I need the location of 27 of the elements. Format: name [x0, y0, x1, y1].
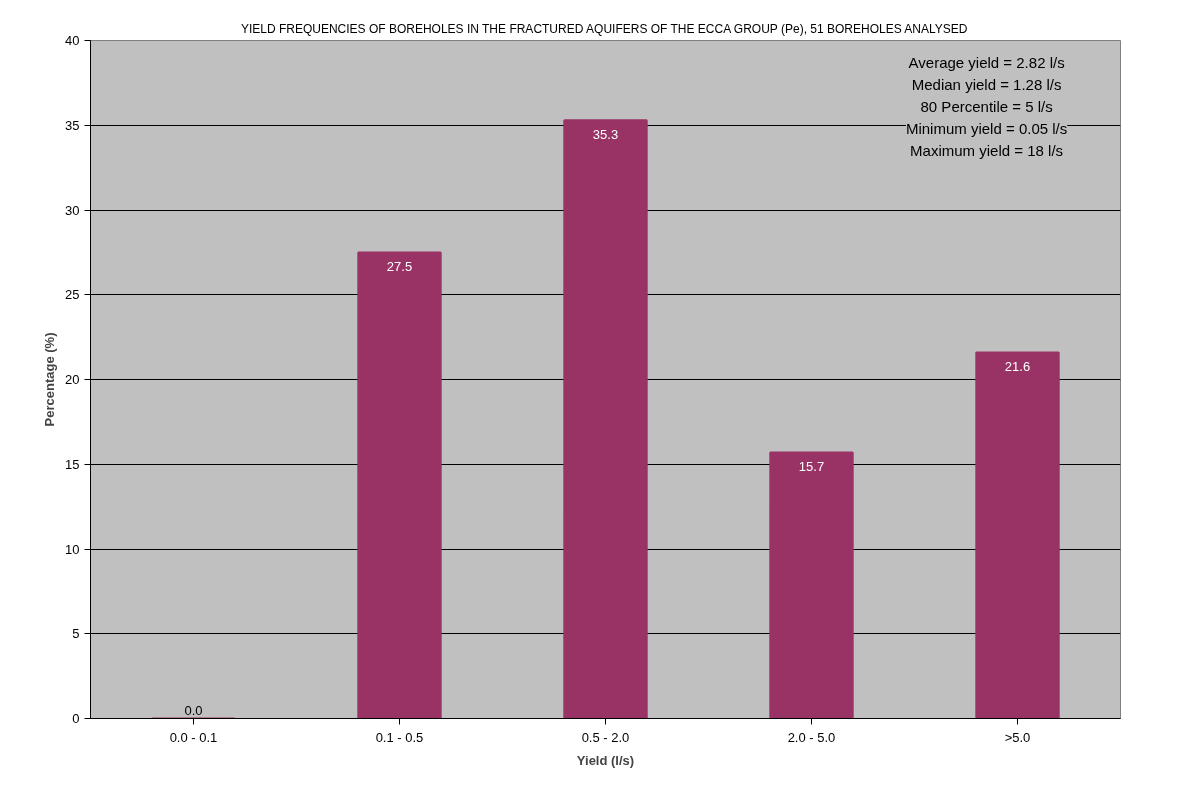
- y-tick-label: 40: [65, 33, 80, 48]
- x-tick-label: >5.0: [1004, 729, 1031, 745]
- x-axis-title: Yield (l/s): [576, 752, 635, 768]
- data-label: 35.3: [592, 127, 619, 143]
- y-axis-title: Percentage (%): [42, 332, 58, 427]
- y-tick-label: 0: [72, 711, 80, 726]
- x-tick-label: 2.0 - 5.0: [787, 729, 836, 745]
- x-tick-label: 0.5 - 2.0: [581, 729, 630, 745]
- annotation: Minimum yield = 0.05 l/s: [905, 120, 1068, 137]
- chart-title: YIELD FREQUENCIES OF BOREHOLES IN THE FRACTURED AQUIFERS OF THE ECCA GROUP (Pe), 51 BOREHOLES ANALYSED: [240, 21, 968, 36]
- data-label: 27.5: [386, 259, 413, 275]
- y-tick-label: 25: [65, 287, 80, 303]
- data-label: 21.6: [1004, 359, 1031, 375]
- data-label: 0.0: [184, 702, 203, 718]
- y-tick-label: 5: [72, 626, 80, 642]
- annotation: 80 Percentile = 5 l/s: [920, 98, 1053, 115]
- annotation: Maximum yield = 18 l/s: [910, 142, 1064, 159]
- y-tick-label: 15: [65, 456, 80, 472]
- data-label: 15.7: [798, 459, 825, 475]
- x-tick-label: 0.1 - 0.5: [375, 729, 424, 745]
- y-tick-label: 20: [65, 372, 80, 387]
- annotation: Average yield = 2.82 l/s: [908, 54, 1065, 71]
- x-tick-label: 0.0 - 0.1: [169, 729, 218, 745]
- y-tick-label: 35: [65, 117, 80, 133]
- y-tick-label: 10: [65, 541, 80, 557]
- y-tick-label: 30: [65, 202, 80, 218]
- annotation: Median yield = 1.28 l/s: [911, 76, 1062, 93]
